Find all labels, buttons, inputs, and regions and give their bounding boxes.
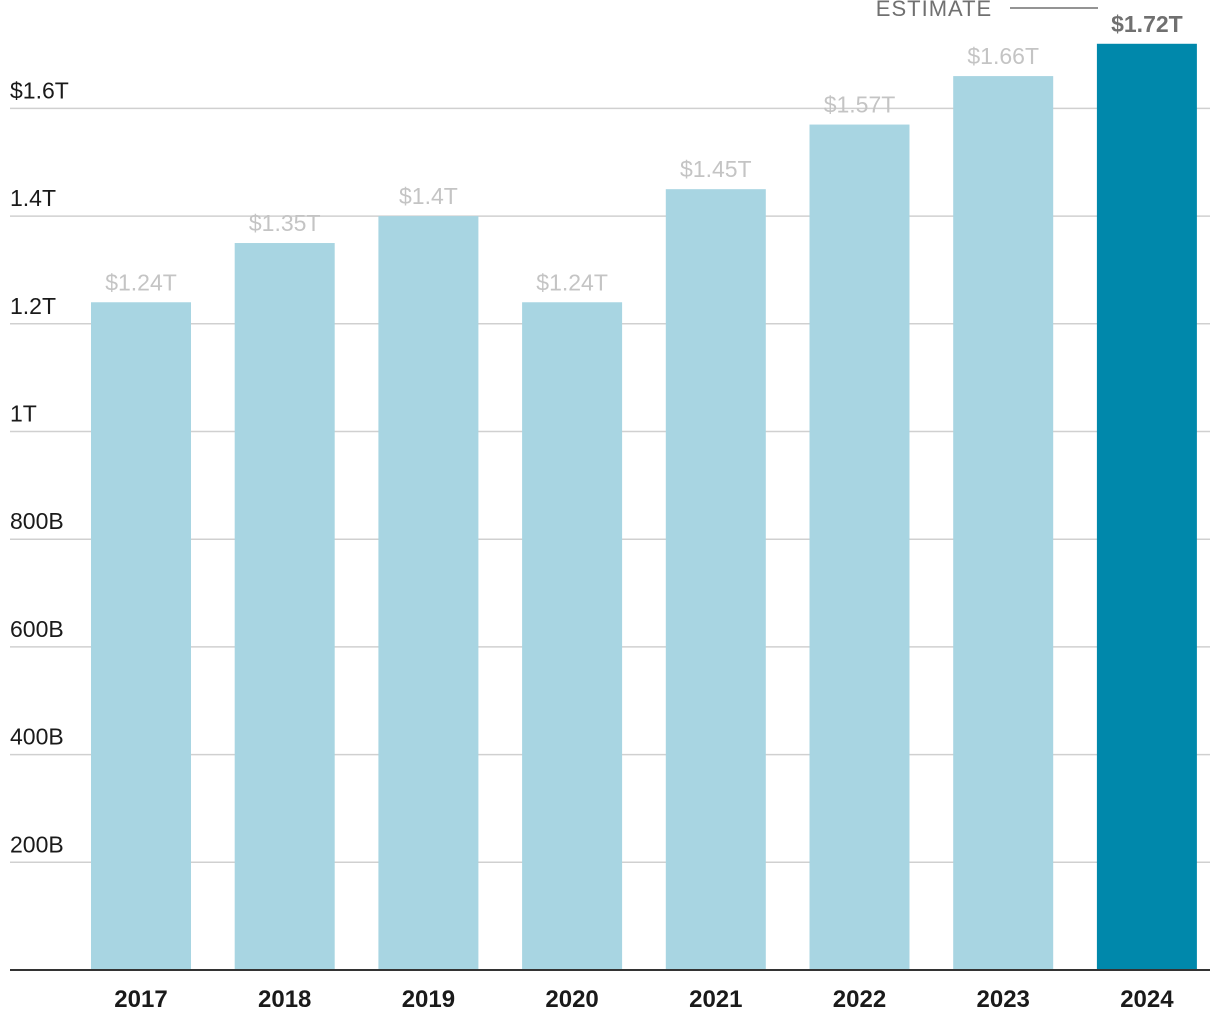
bars bbox=[91, 43, 1197, 971]
y-tick-label: 1.2T bbox=[10, 293, 56, 319]
x-tick-label: 2023 bbox=[977, 986, 1030, 1013]
bar-2022 bbox=[809, 124, 910, 971]
x-tick-label: 2017 bbox=[114, 986, 167, 1013]
x-tick-label: 2022 bbox=[833, 986, 886, 1013]
estimate-label: ESTIMATE bbox=[876, 0, 992, 21]
data-label: $1.66T bbox=[967, 43, 1039, 69]
y-tick-label: 800B bbox=[10, 508, 64, 534]
data-label: $1.24T bbox=[105, 269, 177, 295]
y-axis-ticks: 200B 400B 600B 800B 1T 1.2T 1.4T $1.6T bbox=[10, 77, 69, 857]
bar-2024 bbox=[1096, 43, 1197, 970]
bar-2017 bbox=[91, 302, 191, 970]
y-tick-label: 1.4T bbox=[10, 185, 56, 211]
bar-2020 bbox=[522, 302, 623, 970]
x-tick-label: 2018 bbox=[258, 986, 311, 1013]
data-labels: $1.24T $1.35T $1.4T $1.24T $1.45T $1.57T $1.66… bbox=[105, 11, 1183, 295]
x-tick-label: 2020 bbox=[545, 986, 598, 1013]
x-tick-label: 2019 bbox=[402, 986, 455, 1013]
data-label: $1.24T bbox=[536, 269, 608, 295]
y-tick-label: 1T bbox=[10, 401, 37, 427]
y-tick-label: 400B bbox=[10, 724, 64, 750]
y-tick-label: $1.6T bbox=[10, 77, 69, 103]
bar-2021 bbox=[665, 189, 766, 971]
bar-2019 bbox=[378, 216, 479, 971]
data-label: $1.4T bbox=[399, 183, 458, 209]
bar-2023 bbox=[953, 76, 1054, 971]
data-label: $1.35T bbox=[249, 210, 321, 236]
y-tick-label: 200B bbox=[10, 831, 64, 857]
y-tick-label: 600B bbox=[10, 616, 64, 642]
bar-2018 bbox=[234, 243, 335, 970]
x-axis-ticks: 2017 2018 2019 2020 2021 2022 2023 2024 bbox=[114, 986, 1174, 1013]
data-label: $1.57T bbox=[824, 92, 896, 118]
data-label: $1.72T bbox=[1111, 11, 1183, 37]
x-tick-label: 2024 bbox=[1120, 986, 1174, 1013]
estimate-annotation: ESTIMATE bbox=[876, 0, 1098, 21]
x-tick-label: 2021 bbox=[689, 986, 742, 1013]
data-label: $1.45T bbox=[680, 156, 752, 182]
